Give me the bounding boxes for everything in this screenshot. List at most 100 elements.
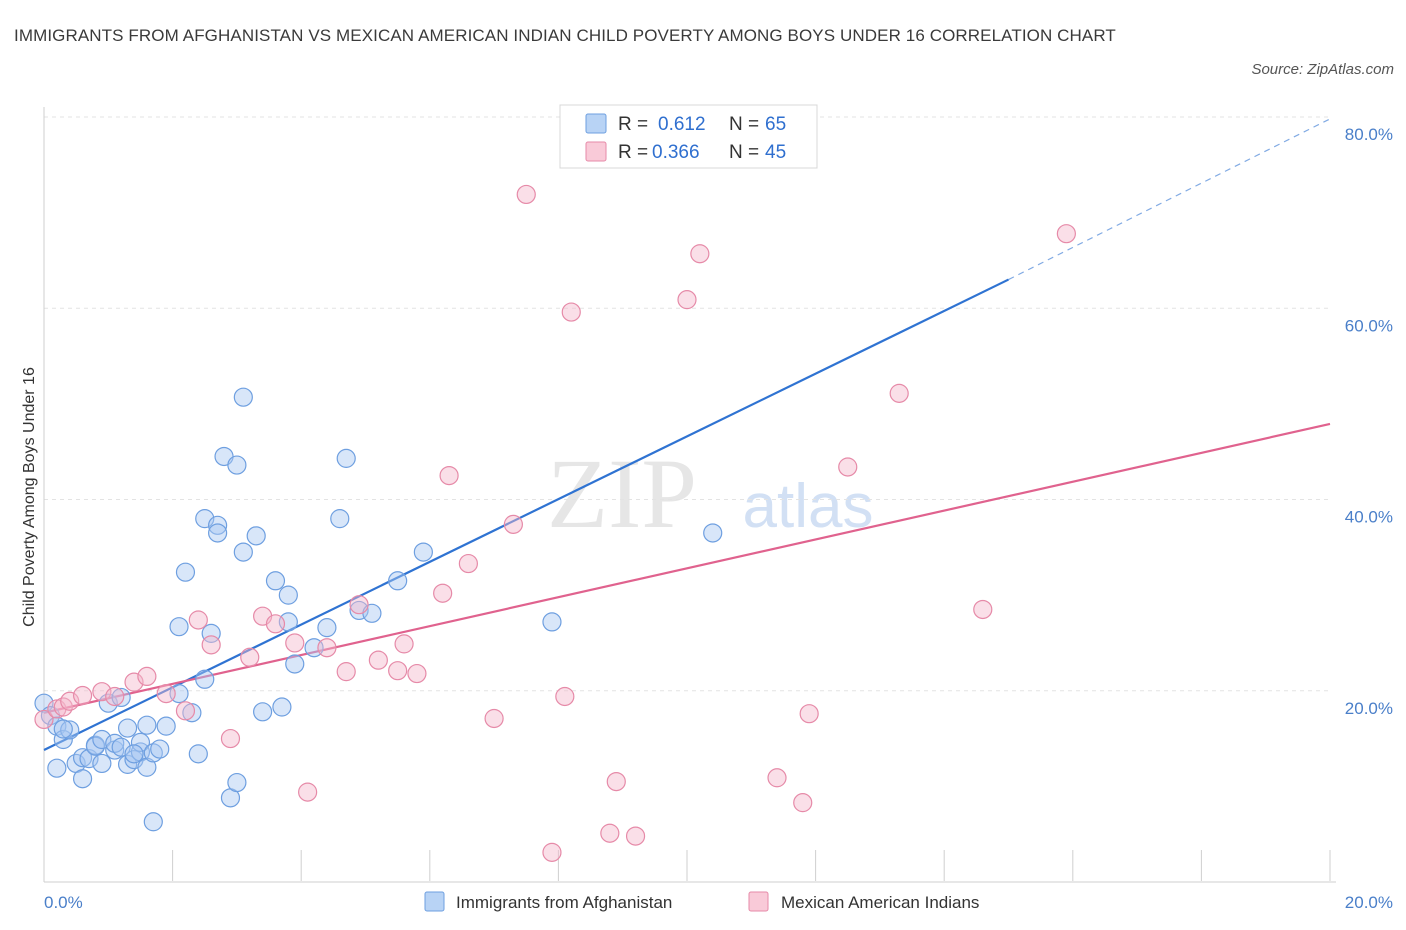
data-point [690, 244, 710, 264]
data-point [175, 562, 196, 582]
data-point [336, 448, 356, 468]
data-point [439, 465, 459, 486]
data-point [330, 509, 350, 529]
data-point [233, 387, 253, 407]
trend-line-afghanistan-extension [1008, 118, 1331, 281]
data-point [188, 744, 208, 764]
data-point [156, 684, 176, 704]
data-point [150, 739, 170, 759]
data-point [201, 635, 221, 655]
data-point [1056, 224, 1076, 244]
data-point [394, 634, 414, 654]
legend: R = 0.612 N = 65 R = 0.366 N = 45 [559, 104, 818, 169]
data-point [72, 769, 93, 789]
chart-title: IMMIGRANTS FROM AFGHANISTAN VS MEXICAN A… [14, 26, 1116, 45]
data-point [767, 768, 787, 788]
legend-n-label-1: N = [729, 114, 759, 135]
bottom-legend-label-mexican-american-indians: Mexican American Indians [781, 893, 979, 912]
data-point [92, 753, 112, 774]
legend-r-label-2: R = [618, 142, 648, 163]
data-point [317, 618, 337, 638]
data-point [47, 758, 67, 778]
data-point [388, 571, 408, 591]
data-point [220, 728, 241, 749]
watermark-atlas: atlas [743, 472, 874, 541]
legend-swatch-afghanistan [585, 113, 607, 134]
legend-r-label-1: R = [618, 114, 648, 135]
data-point [208, 523, 228, 543]
bottom-legend-swatch-afghanistan [424, 891, 445, 912]
trend-line-afghanistan [43, 278, 1009, 752]
data-point [208, 515, 228, 535]
data-point [72, 685, 93, 706]
data-point [117, 718, 138, 738]
data-point [105, 686, 125, 707]
data-point [458, 553, 478, 574]
data-point [793, 793, 813, 813]
bottom-legend-swatch-mexican-american-indians [748, 891, 769, 912]
trend-line-mexican-american-indians [43, 422, 1331, 714]
data-point [227, 455, 247, 475]
data-point [53, 729, 73, 750]
data-point [272, 697, 292, 717]
data-point [600, 823, 620, 843]
legend-n-value-1: 65 [765, 114, 786, 135]
data-point [484, 708, 504, 729]
data-point [53, 719, 73, 739]
data-point [973, 599, 993, 620]
y-tick-label: 20.0% [1345, 699, 1393, 718]
data-point [195, 669, 215, 689]
data-point [542, 612, 562, 632]
data-point [246, 526, 266, 546]
data-point [111, 687, 131, 708]
data-point [561, 302, 581, 322]
data-point [677, 290, 697, 310]
data-point [413, 542, 433, 562]
data-point [555, 686, 575, 707]
data-point [124, 744, 144, 764]
data-point [130, 732, 151, 752]
data-point [516, 184, 536, 205]
data-point [625, 826, 646, 846]
data-point [368, 650, 388, 670]
data-point [278, 585, 298, 605]
legend-n-value-2: 45 [765, 142, 786, 163]
data-point [34, 709, 54, 730]
source-label: Source: ZipAtlas.com [1251, 61, 1394, 78]
data-point [60, 720, 80, 740]
data-point [503, 514, 523, 534]
data-point [265, 614, 286, 634]
data-point [137, 666, 157, 687]
bottom-legend-label-afghanistan: Immigrants from Afghanistan [456, 893, 672, 912]
data-points [34, 184, 1076, 862]
data-point [285, 654, 305, 674]
data-point [889, 383, 909, 403]
data-point [542, 842, 562, 862]
y-tick-label: 80.0% [1345, 125, 1393, 144]
data-point [137, 715, 157, 735]
data-point [253, 702, 273, 722]
data-point [72, 748, 93, 768]
data-point [201, 623, 221, 643]
data-point [233, 542, 253, 562]
data-point [143, 812, 163, 832]
data-point [156, 716, 176, 736]
data-point [349, 595, 369, 615]
data-point [388, 661, 408, 681]
y-tick-label: 60.0% [1345, 316, 1393, 335]
data-point [407, 663, 427, 684]
legend-r-value-1: 0.612 [658, 114, 706, 135]
x-tick-label: 0.0% [44, 893, 83, 912]
data-point [317, 638, 337, 658]
data-point [298, 782, 318, 802]
data-point [799, 704, 819, 724]
data-point [169, 617, 189, 637]
trend-lines [43, 118, 1331, 752]
data-point [227, 772, 247, 793]
y-axis-label: Child Poverty Among Boys Under 16 [21, 367, 38, 627]
legend-n-label-2: N = [729, 142, 759, 163]
data-point [92, 682, 112, 702]
axes [43, 107, 1336, 883]
data-point [433, 583, 453, 603]
